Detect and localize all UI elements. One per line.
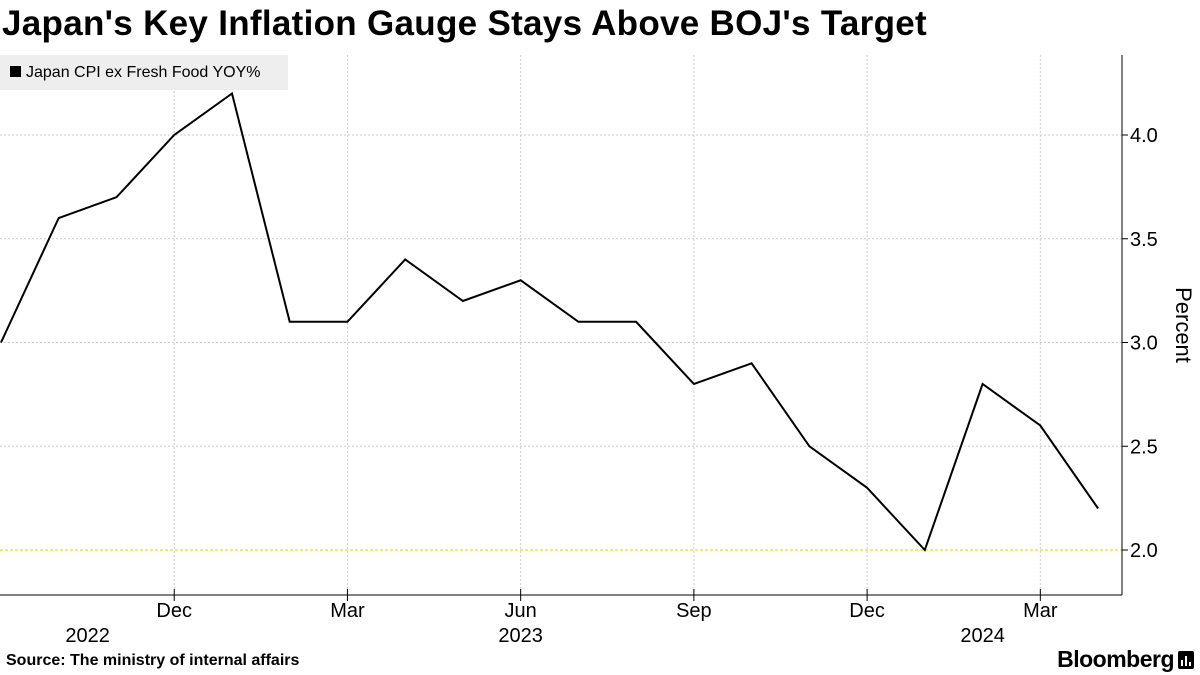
data-point [981, 382, 985, 386]
data-point [172, 133, 176, 137]
data-point [865, 486, 869, 490]
y-tick-label: 4.0 [1130, 125, 1158, 147]
y-tick-label: 3.5 [1130, 229, 1158, 251]
bloomberg-chart-icon [1178, 650, 1194, 669]
data-point [288, 320, 292, 324]
x-tick-label: Jun [505, 600, 537, 622]
source-note: Source: The ministry of internal affairs [6, 652, 300, 669]
x-tick-label: Dec [156, 600, 192, 622]
data-point [923, 548, 927, 552]
legend-swatch [10, 66, 21, 77]
data-point [692, 382, 696, 386]
data-point [807, 444, 811, 448]
series-line [0, 91, 1099, 552]
x-tick-label: Sep [676, 600, 712, 622]
data-point [1096, 507, 1100, 511]
data-point [519, 278, 523, 282]
data-point [750, 361, 754, 365]
x-tick-label: Mar [330, 600, 365, 622]
x-tick-label: Dec [849, 600, 885, 622]
y-tick-label: 2.5 [1130, 436, 1158, 458]
brand-name: Bloomberg [1057, 646, 1174, 672]
data-point [461, 299, 465, 303]
chart-title: Japan's Key Inflation Gauge Stays Above … [2, 4, 928, 43]
data-point [634, 320, 638, 324]
data-point [576, 320, 580, 324]
legend-label: Japan CPI ex Fresh Food YOY% [26, 64, 260, 81]
x-year-label: 2024 [960, 625, 1005, 647]
data-point [230, 92, 234, 96]
y-tick-label: 2.0 [1130, 540, 1158, 562]
y-axis-title: Percent [1171, 287, 1196, 363]
x-year-label: 2023 [498, 625, 543, 647]
y-tick-label: 3.0 [1130, 333, 1158, 355]
data-point [1038, 424, 1042, 428]
data-point [403, 258, 407, 262]
x-year-label: 2022 [65, 625, 110, 647]
brand-logo: Bloomberg [1057, 646, 1194, 673]
x-tick-label: Mar [1023, 600, 1058, 622]
legend-box [0, 55, 288, 90]
data-point [57, 216, 61, 220]
data-point [114, 195, 118, 199]
data-point [345, 320, 349, 324]
